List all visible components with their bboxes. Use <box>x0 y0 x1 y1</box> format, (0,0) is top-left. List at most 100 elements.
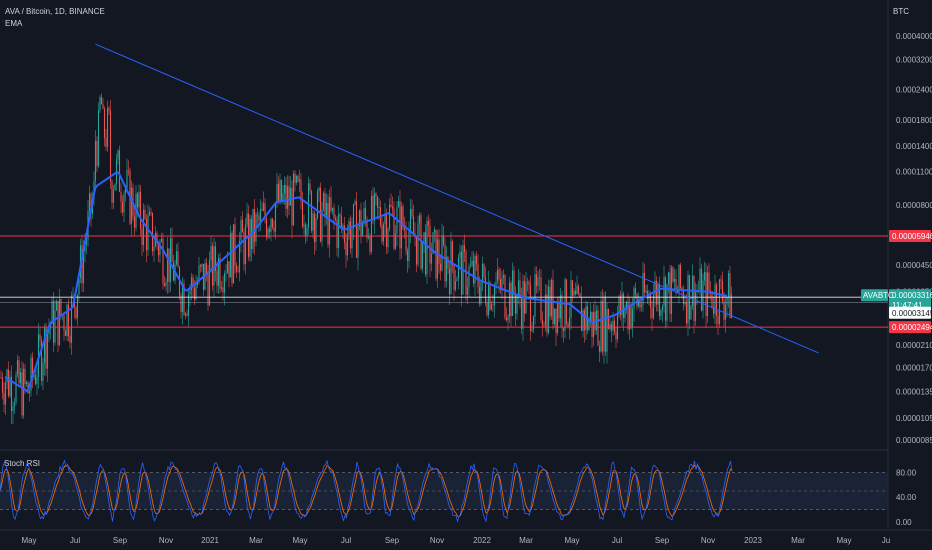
candle-body <box>598 345 601 352</box>
candle-body <box>118 150 121 192</box>
candle-body <box>6 369 8 383</box>
candle-body <box>627 301 629 330</box>
candle-body <box>660 310 662 316</box>
candle-body <box>289 187 292 206</box>
candle-body <box>591 311 593 337</box>
candle-body <box>676 290 679 293</box>
candle-body <box>75 307 77 318</box>
candle-body <box>459 251 461 258</box>
candle-body <box>99 97 101 111</box>
time-tick-label: Sep <box>385 536 400 545</box>
candle-body <box>229 233 232 278</box>
candle-body <box>334 218 337 220</box>
candle-body <box>30 357 32 391</box>
candle-body <box>253 208 256 242</box>
candle-body <box>451 241 454 266</box>
stoch-rsi-label[interactable]: Stoch RSI <box>4 459 41 468</box>
candle-body <box>390 204 392 207</box>
candle-body <box>100 97 103 105</box>
candle-body <box>313 213 316 243</box>
candle-body <box>117 150 119 160</box>
candle-body <box>489 282 491 310</box>
candle-body <box>607 309 610 329</box>
candle-body <box>652 295 655 318</box>
candle-body <box>504 275 506 318</box>
time-tick-label: Ju <box>882 536 890 545</box>
secondary-price-tag: 0.00003145 <box>892 309 932 318</box>
candle-body <box>157 243 160 256</box>
time-tick-label: 2022 <box>473 536 491 545</box>
candle-body <box>325 203 328 216</box>
candle-body <box>642 272 644 306</box>
candle-body <box>358 210 361 227</box>
candle-body <box>213 246 215 286</box>
candle-body <box>159 241 161 256</box>
candle-body <box>723 301 725 320</box>
candle-body <box>403 227 406 231</box>
candle-body <box>183 283 185 316</box>
candle-body <box>537 277 539 286</box>
candle-body <box>655 280 658 305</box>
candle-body <box>442 234 445 245</box>
candle-body <box>274 202 277 232</box>
time-tick-label: May <box>564 536 579 545</box>
candle-body <box>460 251 463 295</box>
ema-line <box>4 170 728 393</box>
candle-body <box>285 184 287 209</box>
candle-body <box>385 213 388 248</box>
candle-body <box>573 290 575 296</box>
candle-body <box>175 251 178 265</box>
candle-body <box>283 184 286 194</box>
candle-body <box>357 226 359 258</box>
candle-body <box>690 305 692 320</box>
candle-body <box>394 233 397 249</box>
candle-body <box>144 209 146 219</box>
candle-body <box>510 282 512 317</box>
candle-body <box>228 261 230 278</box>
candle-body <box>261 209 263 211</box>
candle-body <box>153 246 155 252</box>
ema-indicator-label[interactable]: EMA <box>5 19 23 28</box>
candle-body <box>583 310 586 331</box>
candle-body <box>420 215 422 269</box>
candle-body <box>205 263 208 275</box>
current-price-tag: 0.00003316 <box>892 291 932 300</box>
candle-body <box>478 287 481 304</box>
candle-body <box>576 285 578 295</box>
candle-body <box>9 376 11 396</box>
candle-body <box>589 311 592 321</box>
time-tick-label: Nov <box>701 536 715 545</box>
candle-body <box>22 368 25 416</box>
candle-body <box>730 293 733 318</box>
candle-body <box>715 284 718 317</box>
candle-body <box>252 208 254 249</box>
candle-body <box>168 248 170 282</box>
candle-body <box>508 282 511 317</box>
candle-body <box>114 183 116 190</box>
candle-body <box>190 277 193 291</box>
candle-body <box>345 242 347 256</box>
candle-body <box>402 206 404 228</box>
candle-body <box>438 239 440 264</box>
candle-body <box>148 211 151 216</box>
candle-body <box>393 208 395 249</box>
candle-body <box>625 301 628 310</box>
candle-body <box>120 191 122 202</box>
candle-body <box>621 293 623 316</box>
candle-body <box>72 294 74 296</box>
candle-body <box>640 305 643 308</box>
candle-body <box>232 224 235 284</box>
candle-body <box>223 273 226 293</box>
candle-body <box>196 281 199 286</box>
time-tick-label: Mar <box>249 536 263 545</box>
candle-body <box>490 304 493 310</box>
candle-body <box>211 246 214 286</box>
candle-body <box>597 310 599 346</box>
candle-body <box>666 284 668 321</box>
candle-body <box>673 278 676 282</box>
candle-body <box>12 406 14 411</box>
candle-body <box>249 218 251 257</box>
candle-body <box>513 270 515 295</box>
candle-body <box>15 374 17 403</box>
